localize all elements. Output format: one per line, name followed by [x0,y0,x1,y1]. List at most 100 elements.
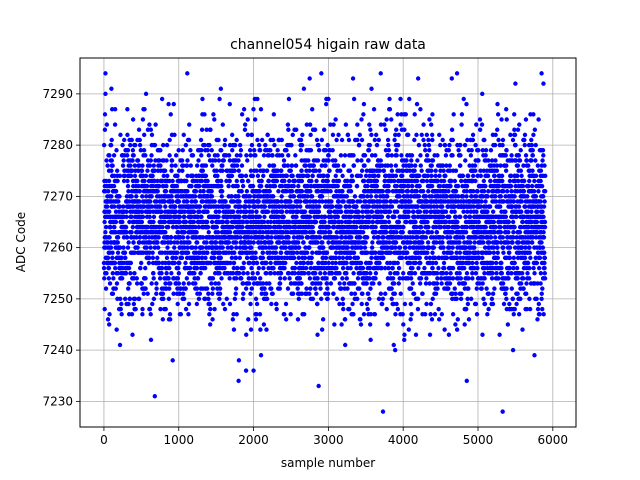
data-point [137,142,143,148]
data-point [382,265,388,271]
data-point [125,183,131,189]
data-point [409,183,415,189]
data-point [381,255,386,261]
data-point [443,209,449,214]
data-point [339,235,345,240]
data-point [239,276,244,281]
data-point [381,235,386,240]
data-point [273,250,279,255]
data-point [217,209,222,214]
data-point [459,112,465,117]
data-point [458,276,464,281]
data-point [149,132,155,138]
data-point [370,240,375,245]
data-point [355,122,360,127]
data-point [230,148,235,153]
data-point [333,250,339,255]
data-point [282,178,287,184]
data-point [229,255,235,261]
data-point [282,312,287,317]
data-point [258,240,264,245]
data-point [130,158,135,163]
data-point [359,117,364,122]
data-point [174,183,180,189]
data-point [138,148,144,153]
data-point [389,117,394,122]
data-point [222,306,228,312]
data-point [334,137,339,143]
data-point [280,235,285,240]
data-point [114,327,119,332]
data-point [158,306,163,312]
data-point [342,153,348,158]
data-point [299,281,304,286]
data-point [277,240,282,245]
data-point [250,173,256,179]
data-point [153,122,158,127]
data-point [167,153,172,158]
data-point [460,173,466,179]
data-point [199,153,204,158]
data-point [267,281,272,286]
data-point [187,240,192,245]
data-point [238,204,243,209]
data-point [358,173,364,179]
data-point [185,235,190,240]
data-point [412,168,417,173]
data-point [299,291,305,296]
data-point [339,219,345,225]
data-point [468,153,474,158]
data-point [314,137,320,143]
data-point [432,255,438,261]
data-point [143,265,148,271]
data-point [367,276,372,281]
data-point [193,245,198,250]
data-point [316,260,321,266]
data-point [301,173,306,179]
data-point [206,291,211,296]
data-point [418,163,423,168]
data-point [268,219,273,225]
data-point [327,168,332,173]
data-point [336,199,341,204]
data-point [125,132,130,138]
data-point [463,158,468,163]
data-point [473,142,478,148]
data-point [446,286,451,291]
data-point [414,224,419,230]
data-point [150,173,155,179]
data-point [395,112,400,117]
data-point [206,296,211,302]
data-point [156,260,162,266]
data-point [256,142,262,148]
data-point [146,260,152,266]
data-point [340,255,346,261]
data-point [341,163,346,168]
data-point [154,286,159,291]
data-point [352,194,358,199]
data-point [455,255,460,261]
data-point [298,199,303,204]
data-point [446,332,452,337]
data-point [227,276,232,281]
data-point [248,153,253,158]
data-point [234,276,239,281]
data-point [282,265,287,271]
data-point [422,142,428,148]
data-point [132,296,138,302]
data-point [462,322,467,327]
data-point [288,199,293,204]
data-point [301,260,307,266]
data-point [397,245,403,250]
data-point [216,281,221,286]
data-point [334,230,339,235]
data-point [285,286,291,291]
data-point [213,240,219,245]
data-point [274,306,279,312]
data-point [187,265,193,271]
data-point [433,173,438,179]
data-point [183,260,188,266]
data-point [472,163,478,168]
data-point [253,250,258,255]
data-point [184,163,190,168]
